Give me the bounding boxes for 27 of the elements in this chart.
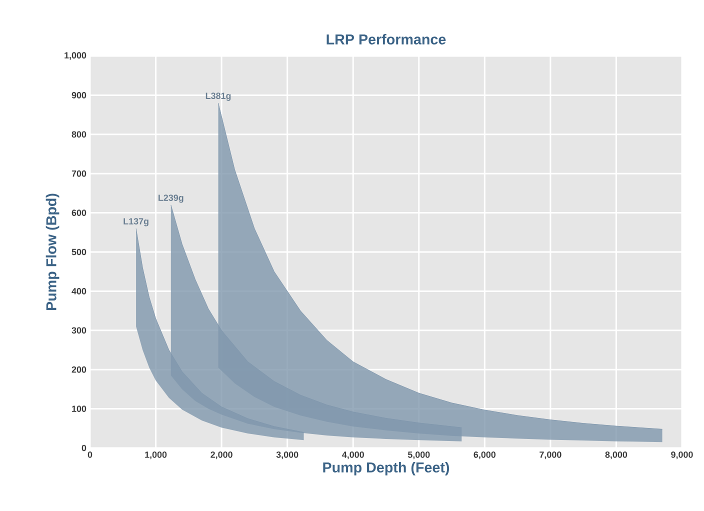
chart-title: LRP Performance	[326, 34, 446, 44]
y-tick-label: 400	[72, 288, 86, 294]
y-tick-label: 500	[72, 248, 86, 256]
x-tick-label: 6,000	[474, 452, 496, 460]
y-tick-label: 800	[72, 131, 86, 138]
y-tick-label: 0	[82, 444, 86, 452]
y-tick-label: 200	[72, 366, 86, 373]
series-label: L137g	[124, 218, 148, 226]
x-tick-label: 4,000	[342, 452, 364, 460]
y-tick-label: 900	[72, 92, 86, 98]
x-tick-label: 5,000	[408, 452, 430, 460]
y-tick-label: 300	[72, 327, 86, 334]
x-axis-title: Pump Depth (Feet)	[323, 462, 450, 476]
x-tick-label: 7,000	[540, 452, 562, 460]
y-tick-label: 100	[72, 406, 86, 412]
y-axis-title: Pump Flow (Bpd)	[46, 194, 60, 310]
x-tick-label: 8,000	[605, 452, 628, 460]
x-tick-label: 9,000	[671, 452, 693, 460]
y-tick-label: 600	[72, 210, 86, 216]
y-tick-label: 700	[72, 170, 86, 177]
series-label: L239g	[158, 194, 184, 203]
x-tick-label: 0	[88, 452, 92, 458]
x-tick-label: 1,000	[145, 452, 167, 460]
series-label: L381g	[206, 92, 231, 101]
x-tick-label: 3,000	[276, 452, 298, 460]
y-tick-label: 1,000	[64, 52, 86, 60]
x-tick-label: 2,000	[210, 452, 232, 460]
